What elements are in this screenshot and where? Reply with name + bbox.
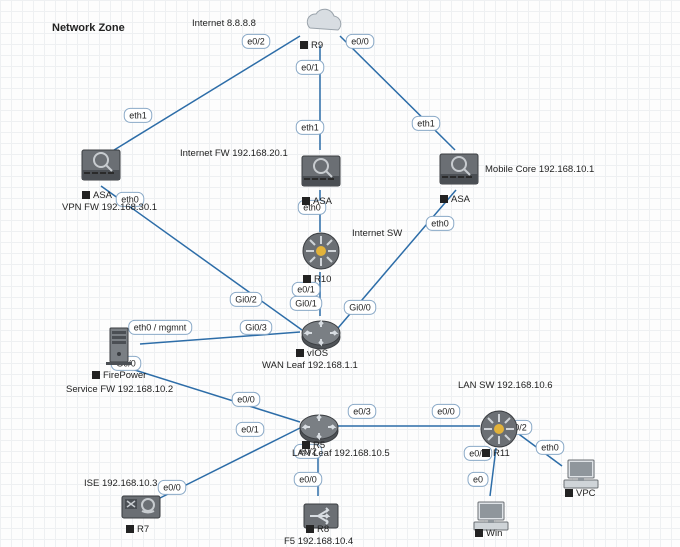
router-icon [302, 321, 340, 349]
asa-icon [82, 150, 120, 180]
node-device-r9: R9 [300, 40, 323, 51]
node-device-firepwr: FirePower [92, 370, 146, 381]
svg-text:Gi0/0: Gi0/0 [349, 302, 371, 312]
svg-text:eth1: eth1 [301, 122, 319, 132]
node-device-r8: R8 [306, 524, 329, 535]
node-desc-asa_vpn: VPN FW 192.168.30.1 [62, 202, 157, 213]
node-device-r5: R5 [302, 440, 325, 451]
node-desc-r8: F5 192.168.10.4 [284, 536, 353, 547]
svg-text:e0/3: e0/3 [353, 406, 371, 416]
node-desc-vios: WAN Leaf 192.168.1.1 [262, 360, 358, 371]
svg-text:eth1: eth1 [129, 110, 147, 120]
svg-text:eth0: eth0 [431, 218, 449, 228]
switch-icon [481, 411, 517, 447]
svg-text:Gi0/2: Gi0/2 [235, 294, 257, 304]
node-desc-r7: ISE 192.168.10.3 [84, 478, 157, 489]
pc-icon [474, 502, 508, 530]
svg-text:e0/1: e0/1 [301, 62, 319, 72]
switch-icon [303, 233, 339, 269]
svg-text:eth0 / mgmnt: eth0 / mgmnt [134, 322, 187, 332]
svg-text:e0/0: e0/0 [237, 394, 255, 404]
node-device-r11: R11 [482, 448, 510, 459]
node-device-vpc: VPC [565, 488, 596, 499]
node-desc-r9: Internet 8.8.8.8 [192, 18, 256, 29]
node-device-win: Win [475, 528, 502, 539]
node-device-asa_vpn: ASA [82, 190, 112, 201]
ise-icon [122, 496, 160, 518]
svg-text:e0/2: e0/2 [247, 36, 265, 46]
svg-text:Gi0/3: Gi0/3 [245, 322, 267, 332]
router-icon [300, 415, 338, 443]
svg-text:e0/0: e0/0 [163, 482, 181, 492]
node-desc-r10: Internet SW [352, 228, 402, 239]
node-device-r7: R7 [126, 524, 149, 535]
node-device-r10: R10 [303, 274, 331, 285]
node-device-vios: vIOS [296, 348, 328, 359]
pc-icon [564, 460, 598, 488]
node-desc-r11: LAN SW 192.168.10.6 [458, 380, 553, 391]
svg-text:Gi0/1: Gi0/1 [295, 298, 317, 308]
svg-text:e0/0: e0/0 [351, 36, 369, 46]
node-desc-asa_int: Internet FW 192.168.20.1 [180, 148, 288, 159]
svg-text:eth0: eth0 [541, 442, 559, 452]
node-device-asa_int: ASA [302, 196, 332, 207]
asa-icon [440, 154, 478, 184]
asa-icon [302, 156, 340, 186]
node-device-asa_mob: ASA [440, 194, 470, 205]
svg-text:e0: e0 [473, 474, 483, 484]
node-desc-firepwr: Service FW 192.168.10.2 [66, 384, 173, 395]
cloud-icon [307, 9, 341, 30]
server-icon [106, 328, 132, 365]
svg-text:e0/1: e0/1 [241, 424, 259, 434]
svg-text:e0/0: e0/0 [299, 474, 317, 484]
node-desc-asa_mob: Mobile Core 192.168.10.1 [485, 164, 594, 175]
svg-text:e0/0: e0/0 [437, 406, 455, 416]
svg-text:eth1: eth1 [417, 118, 435, 128]
svg-text:e0/1: e0/1 [297, 284, 315, 294]
